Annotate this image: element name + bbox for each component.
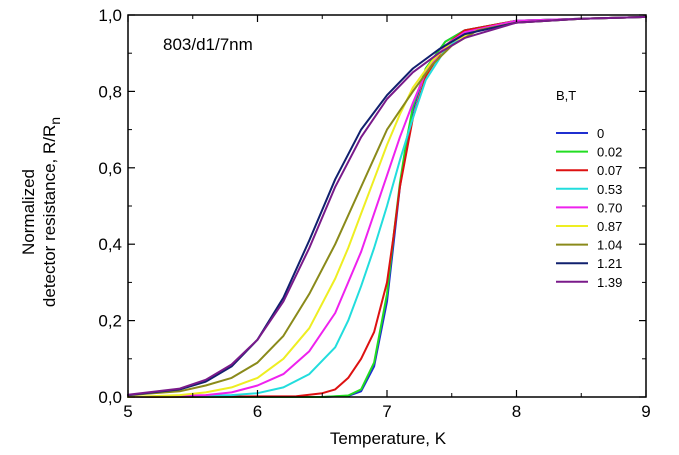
legend-label-6: 1.04 xyxy=(597,238,622,253)
x-tick-label: 5 xyxy=(123,402,132,421)
axis-ticks: 5 6 7 8 9 0,0 0,2 0,4 0,6 0,8 1,0 xyxy=(98,6,650,421)
legend-label-0: 0 xyxy=(597,126,604,141)
legend-label-2: 0.07 xyxy=(597,163,622,178)
series-line-8 xyxy=(127,15,647,396)
y-axis-title-line1: Normalized xyxy=(19,169,38,255)
sample-annotation: 803/d1/7nm xyxy=(163,35,253,54)
plot-area xyxy=(127,15,647,398)
series-line-4 xyxy=(127,15,647,398)
legend-title: B,T xyxy=(556,88,576,103)
x-tick-label: 9 xyxy=(641,402,650,421)
y-axis-title: Normalized detector resistance, R/Rn xyxy=(19,117,63,307)
y-tick-label: 0,0 xyxy=(98,388,122,407)
x-tick-label: 6 xyxy=(253,402,262,421)
x-axis-title: Temperature, K xyxy=(330,429,447,448)
legend-label-4: 0.70 xyxy=(597,200,622,215)
series-line-2 xyxy=(127,15,647,398)
legend-label-7: 1.21 xyxy=(597,256,622,271)
y-tick-label: 0,8 xyxy=(98,82,122,101)
series-line-7 xyxy=(127,15,647,397)
y-axis-title-main: detector resistance, R/R xyxy=(40,125,59,307)
x-tick-label: 8 xyxy=(512,402,521,421)
y-tick-label: 0,6 xyxy=(98,159,122,178)
y-tick-label: 0,2 xyxy=(98,312,122,331)
legend-label-3: 0.53 xyxy=(597,182,622,197)
y-axis-title-line2: detector resistance, R/Rn xyxy=(40,117,63,307)
legend: 0 0.02 0.07 0.53 0.70 0.87 1.04 1.21 1.39 xyxy=(556,126,622,290)
legend-label-5: 0.87 xyxy=(597,219,622,234)
legend-label-8: 1.39 xyxy=(597,275,622,290)
y-axis-title-subscript: n xyxy=(47,117,63,125)
legend-label-1: 0.02 xyxy=(597,145,622,160)
y-tick-label: 1,0 xyxy=(98,6,122,25)
y-tick-label: 0,4 xyxy=(98,235,122,254)
x-tick-label: 7 xyxy=(382,402,391,421)
